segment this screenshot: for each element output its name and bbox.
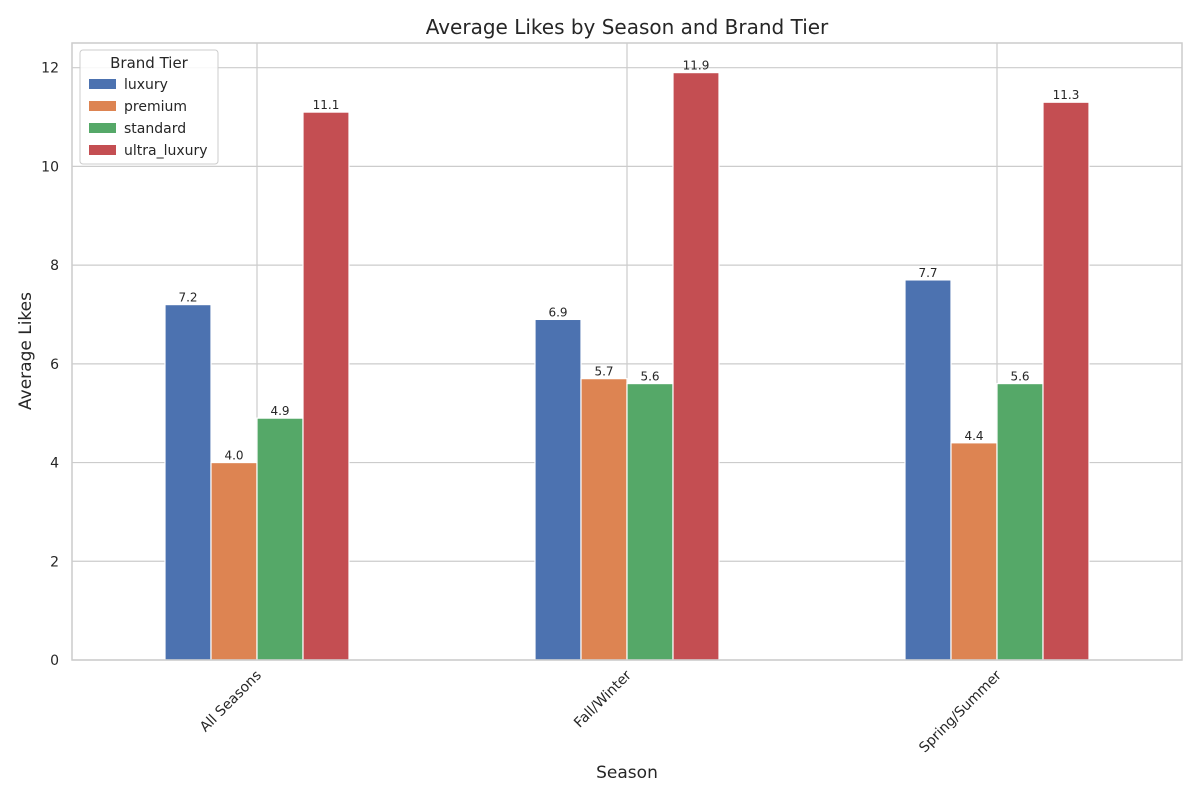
bar-value-label: 5.6 xyxy=(1010,370,1029,384)
y-tick-label: 10 xyxy=(41,159,59,175)
bar-standard xyxy=(626,382,674,661)
bar-value-label: 5.6 xyxy=(640,370,659,384)
bar-value-label: 4.0 xyxy=(224,449,243,463)
bar-value-label: 11.9 xyxy=(683,59,710,73)
legend-swatch-premium xyxy=(89,101,116,111)
bar-standard xyxy=(256,417,304,661)
x-tick-label: All Seasons xyxy=(197,668,265,736)
legend-swatch-ultra_luxury xyxy=(89,145,116,155)
bar-value-label: 11.3 xyxy=(1053,88,1080,102)
legend: Brand Tier luxury premium standard ultra_lux… xyxy=(79,49,219,165)
bar-ultra_luxury xyxy=(672,72,720,661)
bar-value-label: 7.7 xyxy=(918,266,937,280)
bar-premium xyxy=(950,442,998,661)
bar-value-label: 6.9 xyxy=(548,305,567,319)
y-tick-label: 8 xyxy=(50,258,59,274)
bar-value-label: 11.1 xyxy=(313,98,340,112)
chart-title: Average Likes by Season and Brand Tier xyxy=(426,15,829,39)
y-tick-label: 6 xyxy=(50,357,59,373)
bars: 7.2 6.9 7.7 4.0 5.7 4.4 4.9 5.6 5.6 11.1 11.9 11.3 xyxy=(164,59,1090,661)
bar-luxury xyxy=(164,304,212,661)
bar-premium xyxy=(580,378,628,661)
bar-ultra_luxury xyxy=(1042,101,1090,661)
bar-value-label: 4.4 xyxy=(964,429,983,443)
x-tick-label: Spring/Summer xyxy=(916,667,1005,756)
y-tick-label: 12 xyxy=(41,61,59,77)
legend-label-ultra_luxury: ultra_luxury xyxy=(124,143,208,159)
x-tick-label: Fall/Winter xyxy=(571,667,635,731)
bar-premium xyxy=(210,461,258,661)
plot-frame xyxy=(71,42,1183,661)
bar-value-label: 4.9 xyxy=(270,404,289,418)
bar-ultra_luxury xyxy=(302,111,350,661)
bar-luxury xyxy=(904,279,952,661)
legend-swatch-standard xyxy=(89,123,116,133)
y-tick-label: 2 xyxy=(50,554,59,570)
y-tick-label: 4 xyxy=(50,456,59,472)
bar-standard xyxy=(996,382,1044,661)
bar-value-label: 5.7 xyxy=(594,365,613,379)
y-tick-label: 0 xyxy=(50,653,59,669)
bar-luxury xyxy=(534,318,582,661)
x-axis-label: Season xyxy=(596,763,658,783)
y-axis-label: Average Likes xyxy=(16,292,36,410)
legend-label-luxury: luxury xyxy=(124,77,168,93)
legend-label-premium: premium xyxy=(124,99,187,115)
legend-title: Brand Tier xyxy=(110,54,189,72)
legend-swatch-luxury xyxy=(89,79,116,89)
legend-label-standard: standard xyxy=(124,121,186,137)
legend-box xyxy=(79,49,219,165)
bar-value-label: 7.2 xyxy=(178,291,197,305)
